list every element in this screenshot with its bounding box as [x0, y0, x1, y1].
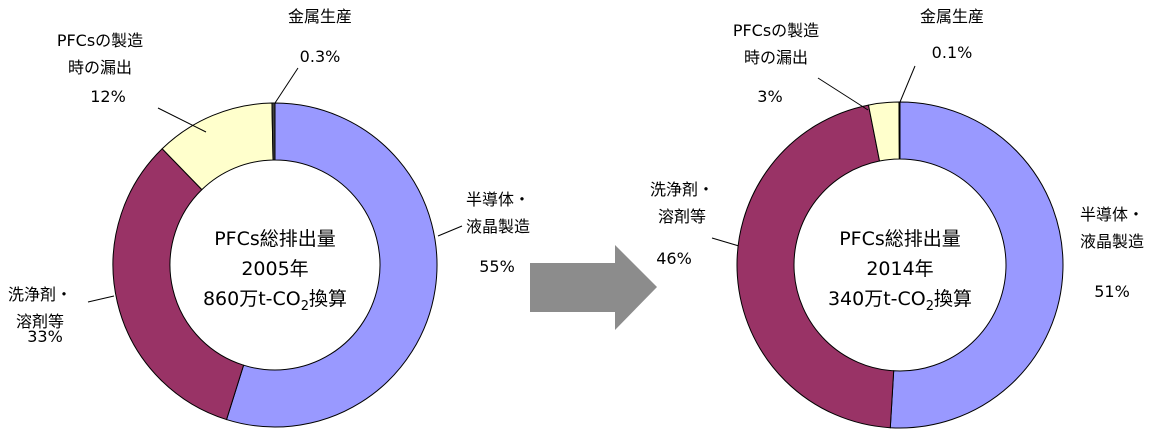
- label-line: 時の漏出: [744, 48, 808, 67]
- value-label: 3%: [757, 87, 782, 106]
- leader-line: [899, 65, 916, 103]
- label-line: 半導体・: [1080, 205, 1144, 224]
- slice-label: 金属生産: [920, 7, 984, 26]
- slice-label: PFCsの製造時の漏出: [733, 21, 819, 67]
- slice-label: PFCsの製造時の漏出: [57, 31, 143, 77]
- center-line: 換算: [309, 288, 347, 310]
- subscript: 2: [301, 299, 309, 314]
- label-line: 洗浄剤・: [8, 285, 72, 304]
- arrow: [530, 245, 657, 330]
- leader-line: [87, 295, 115, 303]
- subscript: 2: [926, 299, 934, 314]
- slice-label: 洗浄剤・溶剤等: [650, 180, 714, 226]
- donut-slice: [898, 101, 901, 160]
- donut-slice: [736, 104, 895, 429]
- center-line: PFCs総排出量: [839, 228, 961, 250]
- label-line: 溶剤等: [16, 312, 64, 331]
- leader-line: [437, 225, 463, 237]
- center-line: 860万t-CO: [203, 288, 301, 310]
- leader-line: [817, 77, 869, 111]
- donut-slice: [225, 102, 438, 428]
- center-line: 2014年: [866, 258, 933, 280]
- label-line: 溶剤等: [658, 207, 706, 226]
- label-line: 金属生産: [288, 7, 352, 26]
- center-line: PFCs総排出量: [214, 228, 336, 250]
- value-label: 46%: [656, 249, 692, 268]
- label-line: 液晶製造: [466, 217, 530, 236]
- label-line: 時の漏出: [68, 58, 132, 77]
- leader-line: [274, 67, 299, 104]
- value-label: 0.3%: [300, 47, 341, 66]
- center-text: PFCs総排出量 2014年 340万t-CO2換算: [828, 228, 972, 314]
- label-line: 液晶製造: [1080, 232, 1144, 251]
- value-label: 33%: [27, 327, 63, 346]
- label-line: 洗浄剤・: [650, 180, 714, 199]
- value-label: 51%: [1094, 282, 1130, 301]
- value-label: 0.1%: [932, 43, 973, 62]
- leader-line: [157, 107, 207, 133]
- donut-slice: [889, 101, 1064, 429]
- label-line: PFCsの製造: [57, 31, 143, 50]
- donut-slice: [112, 148, 245, 421]
- center-line: 換算: [934, 288, 972, 310]
- slice-label: 半導体・液晶製造: [1080, 205, 1144, 251]
- center-text: PFCs総排出量 2005年 860万t-CO2換算: [203, 228, 347, 314]
- donut-slice: [271, 102, 276, 161]
- label-line: 半導体・: [466, 190, 530, 209]
- value-label: 55%: [479, 257, 515, 276]
- center-line: 340万t-CO: [828, 288, 926, 310]
- label-line: 金属生産: [920, 7, 984, 26]
- slice-label: 半導体・液晶製造: [466, 190, 530, 236]
- slice-label: 金属生産: [288, 7, 352, 26]
- label-line: PFCsの製造: [733, 21, 819, 40]
- leader-line: [711, 237, 740, 247]
- center-line: 2005年: [241, 258, 308, 280]
- value-label: 12%: [90, 87, 126, 106]
- slice-label: 洗浄剤・溶剤等: [8, 285, 72, 331]
